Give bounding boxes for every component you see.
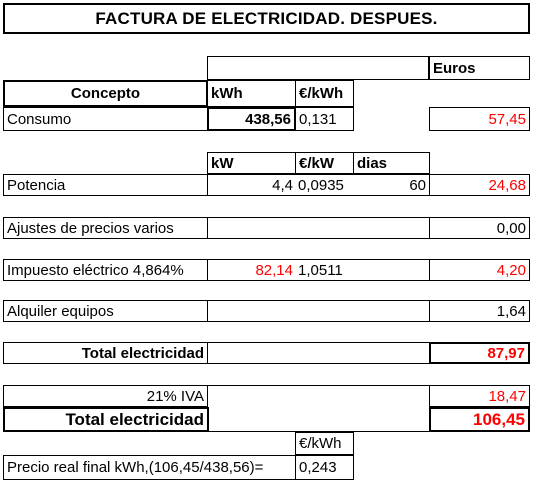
precio-real-label: Precio real final kWh,(106,45/438,56)= bbox=[3, 455, 296, 480]
impuesto-factor: 1,0511 bbox=[295, 259, 430, 281]
euros-header: Euros bbox=[429, 56, 530, 80]
total2-euros: 106,45 bbox=[429, 407, 530, 432]
consumo-euros: 57,45 bbox=[429, 107, 530, 131]
precio-real-unit: €/kWh bbox=[295, 432, 354, 455]
kw-header: kW bbox=[207, 152, 296, 174]
alquiler-euros: 1,64 bbox=[429, 300, 530, 322]
total2-label: Total electricidad bbox=[3, 407, 209, 432]
total1-blank bbox=[207, 342, 430, 364]
potencia-kw: 4,4 bbox=[207, 174, 296, 196]
potencia-euros: 24,68 bbox=[429, 174, 530, 196]
alquiler-label: Alquiler equipos bbox=[3, 300, 208, 322]
potencia-dias: 60 bbox=[353, 174, 430, 196]
consumo-label: Consumo bbox=[3, 107, 208, 131]
ajustes-blank bbox=[207, 217, 430, 239]
consumo-kwh: 438,56 bbox=[207, 107, 296, 131]
potencia-price: 0,0935 bbox=[295, 174, 354, 196]
iva-blank bbox=[207, 385, 430, 407]
total2-blank bbox=[209, 407, 429, 432]
potencia-label: Potencia bbox=[3, 174, 208, 196]
invoice-title: FACTURA DE ELECTRICIDAD. DESPUES. bbox=[3, 3, 530, 34]
kwh-header: kWh bbox=[207, 80, 296, 107]
impuesto-euros: 4,20 bbox=[429, 259, 530, 281]
impuesto-base: 82,14 bbox=[207, 259, 296, 281]
iva-label: 21% IVA bbox=[3, 385, 208, 407]
alquiler-blank bbox=[207, 300, 430, 322]
eur-kw-header: €/kW bbox=[295, 152, 354, 174]
consumo-price: 0,131 bbox=[295, 107, 354, 131]
ajustes-euros: 0,00 bbox=[429, 217, 530, 239]
eur-kwh-header: €/kWh bbox=[295, 80, 354, 107]
total1-euros: 87,97 bbox=[429, 342, 530, 364]
ajustes-label: Ajustes de precios varios bbox=[3, 217, 208, 239]
iva-euros: 18,47 bbox=[429, 385, 530, 407]
header-blank-cell bbox=[207, 56, 429, 80]
dias-header: dias bbox=[353, 152, 430, 174]
impuesto-label: Impuesto eléctrico 4,864% bbox=[3, 259, 208, 281]
concepto-header: Concepto bbox=[3, 80, 208, 107]
total1-label: Total electricidad bbox=[3, 342, 208, 364]
precio-real-value: 0,243 bbox=[295, 455, 354, 480]
